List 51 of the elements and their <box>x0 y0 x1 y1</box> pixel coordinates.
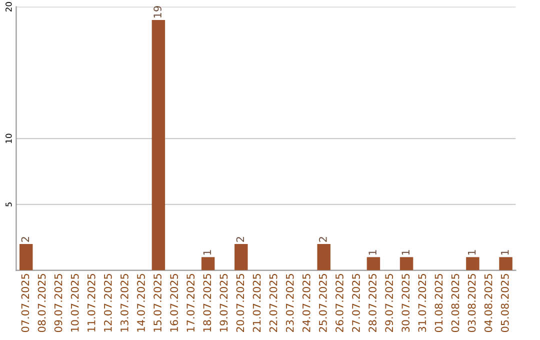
data-label: 1 <box>402 250 410 255</box>
x-tick-label: 08.07.2025 <box>38 274 46 332</box>
data-label: 2 <box>21 237 29 242</box>
x-tick-label: 20.07.2025 <box>236 274 244 332</box>
x-tick-label: 21.07.2025 <box>252 274 261 332</box>
data-label: 1 <box>501 250 509 255</box>
bar <box>366 257 380 270</box>
data-label: 2 <box>318 237 327 242</box>
x-tick-label: 29.07.2025 <box>385 274 394 332</box>
bar <box>20 244 33 270</box>
x-tick-label: 15.07.2025 <box>154 274 162 332</box>
x-tick-label: 17.07.2025 <box>186 274 195 332</box>
x-tick-label: 11.07.2025 <box>87 274 96 332</box>
x-tick-label: 28.07.2025 <box>368 274 376 332</box>
x-tick-label: 04.08.2025 <box>484 274 492 332</box>
bar <box>234 244 248 270</box>
x-tick-label: 31.07.2025 <box>418 274 426 332</box>
x-tick-label: 02.08.2025 <box>451 274 460 332</box>
x-tick-label: 09.07.2025 <box>54 274 62 332</box>
bar <box>466 257 480 270</box>
y-tick-label: 20 <box>6 2 12 12</box>
x-tick-label: 26.07.2025 <box>336 274 344 332</box>
x-tick-label: 07.07.2025 <box>21 274 30 332</box>
x-tick-label: 23.07.2025 <box>286 274 294 332</box>
data-label: 2 <box>236 237 244 242</box>
x-tick-label: 22.07.2025 <box>269 274 278 332</box>
bar <box>152 20 166 270</box>
x-tick-label: 14.07.2025 <box>137 274 145 332</box>
bar <box>201 257 215 270</box>
x-tick-label: 12.07.2025 <box>104 274 112 332</box>
x-tick-label: 19.07.2025 <box>220 274 228 332</box>
bar <box>317 244 330 270</box>
y-tick-label: 5 <box>6 202 12 206</box>
x-tick-label: 18.07.2025 <box>203 274 212 332</box>
bar <box>400 257 414 270</box>
x-tick-label: 25.07.2025 <box>318 274 327 332</box>
x-tick-label: 16.07.2025 <box>170 274 178 332</box>
bar <box>499 257 512 270</box>
x-tick-label: 30.07.2025 <box>402 274 410 332</box>
x-tick-label: 27.07.2025 <box>352 274 360 332</box>
x-tick-label: 13.07.2025 <box>120 274 128 332</box>
y-tick-label: 10 <box>6 134 12 143</box>
data-label: 1 <box>368 250 376 255</box>
data-label: 1 <box>203 250 211 255</box>
x-tick-label: 01.08.2025 <box>434 274 443 332</box>
data-label: 19 <box>154 6 162 18</box>
data-label: 1 <box>468 250 476 255</box>
x-tick-label: 05.08.2025 <box>500 274 509 332</box>
x-tick-label: 10.07.2025 <box>70 274 79 332</box>
x-tick-label: 03.08.2025 <box>468 274 476 332</box>
x-tick-label: 24.07.2025 <box>302 274 310 332</box>
